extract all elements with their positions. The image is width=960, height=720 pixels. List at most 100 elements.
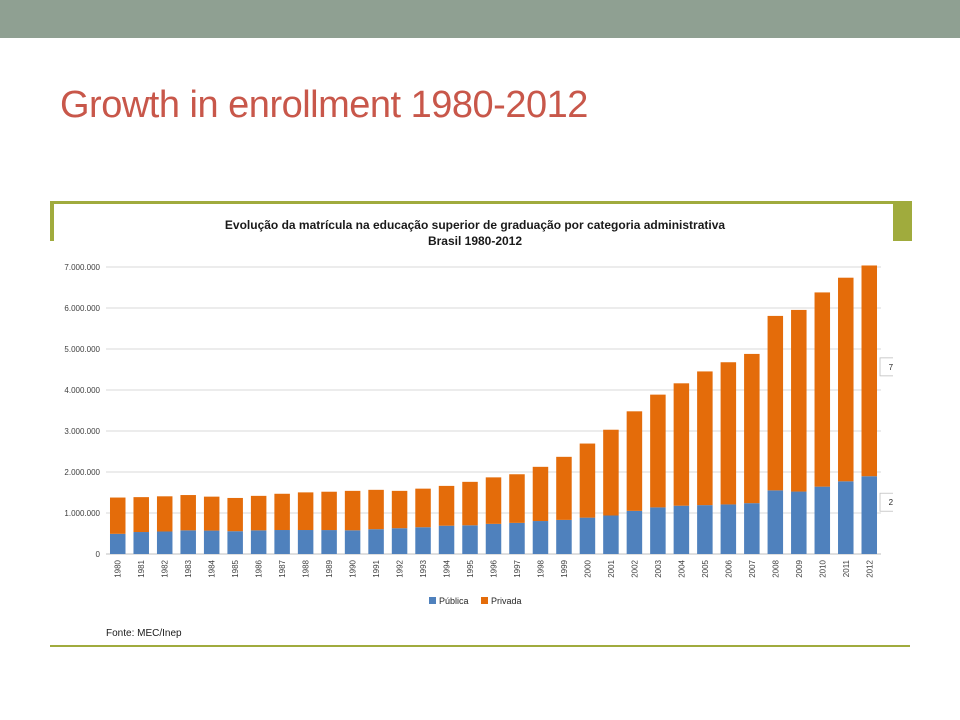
bar-privada-1981 bbox=[133, 497, 149, 533]
y-tick-label: 2.000.000 bbox=[64, 468, 100, 477]
x-tick-label: 2011 bbox=[842, 559, 851, 577]
bar-privada-1980 bbox=[109, 497, 126, 534]
chart-title: Evolução da matrícula na educação superi… bbox=[225, 218, 725, 232]
x-tick-label: 2002 bbox=[630, 559, 639, 577]
bar-publica-2002 bbox=[626, 510, 643, 554]
bar-publica-1986 bbox=[250, 530, 267, 554]
bar-privada-2007 bbox=[744, 353, 760, 504]
legend-swatch-publica bbox=[429, 597, 436, 604]
x-tick-label: 2008 bbox=[771, 559, 780, 577]
bar-privada-2005 bbox=[697, 371, 713, 506]
bar-privada-2000 bbox=[579, 443, 596, 518]
legend: Pública Privada bbox=[429, 596, 522, 606]
x-tick-label: 1992 bbox=[396, 559, 405, 577]
bar-privada-1994 bbox=[438, 485, 455, 526]
bar-publica-2007 bbox=[744, 503, 760, 554]
frame-accent-left bbox=[50, 201, 54, 241]
x-tick-label: 1981 bbox=[137, 559, 146, 577]
bar-privada-1986 bbox=[250, 495, 267, 531]
bar-privada-1984 bbox=[203, 496, 220, 531]
x-tick-label: 1990 bbox=[349, 559, 358, 577]
bar-publica-1981 bbox=[133, 532, 149, 554]
x-tick-label: 1986 bbox=[255, 559, 264, 577]
bar-privada-2010 bbox=[814, 292, 831, 487]
x-tick-label: 1994 bbox=[443, 559, 452, 577]
x-tick-label: 1988 bbox=[302, 559, 311, 577]
bar-publica-1996 bbox=[485, 523, 502, 554]
frame-accent-right bbox=[893, 201, 912, 241]
bar-publica-1988 bbox=[297, 530, 314, 554]
bar-privada-1985 bbox=[227, 497, 243, 532]
slide-title: Growth in enrollment 1980-2012 bbox=[60, 84, 588, 126]
x-tick-label: 1983 bbox=[184, 559, 193, 577]
bar-privada-1988 bbox=[297, 492, 314, 531]
bar-publica-1987 bbox=[274, 530, 290, 554]
bar-privada-1992 bbox=[391, 490, 408, 529]
frame-top-line bbox=[50, 201, 912, 204]
y-tick-label: 0 bbox=[96, 550, 101, 559]
bar-publica-2006 bbox=[720, 504, 737, 554]
bar-privada-2012 bbox=[861, 265, 878, 477]
bar-publica-1992 bbox=[391, 528, 408, 554]
x-tick-label: 2003 bbox=[654, 559, 663, 577]
bar-publica-1994 bbox=[438, 525, 455, 554]
bar-privada-2002 bbox=[626, 411, 643, 511]
bar-publica-2004 bbox=[673, 505, 690, 554]
x-tick-label: 1996 bbox=[490, 559, 499, 577]
bar-publica-2005 bbox=[697, 505, 713, 554]
chart-subtitle: Brasil 1980-2012 bbox=[428, 234, 522, 248]
x-tick-label: 1987 bbox=[278, 559, 287, 577]
annotation-box bbox=[879, 492, 893, 512]
bar-publica-1993 bbox=[415, 527, 431, 554]
y-tick-label: 1.000.000 bbox=[64, 509, 100, 518]
x-tick-label: 2001 bbox=[607, 559, 616, 577]
bar-privada-1982 bbox=[156, 496, 173, 532]
bar-privada-2009 bbox=[791, 309, 807, 492]
enrollment-bar-chart: Evolução da matrícula na educação superi… bbox=[64, 218, 893, 639]
x-tick-label: 1991 bbox=[372, 559, 381, 577]
y-axis-ticks: 0 1.000.000 2.000.000 3.000.000 4.000.000 5.0… bbox=[64, 263, 100, 559]
x-tick-label: 1998 bbox=[536, 559, 545, 577]
bar-privada-1995 bbox=[462, 481, 478, 526]
chart-panel: Evolução da matrícula na educação superi… bbox=[54, 204, 893, 644]
y-tick-label: 3.000.000 bbox=[64, 427, 100, 436]
bar-privada-1993 bbox=[415, 488, 431, 528]
bar-privada-1983 bbox=[180, 495, 196, 531]
bar-publica-1991 bbox=[368, 529, 384, 554]
x-tick-label: 2009 bbox=[795, 559, 804, 577]
annotation-label: 27,0% bbox=[889, 498, 893, 507]
bar-privada-2003 bbox=[650, 394, 666, 508]
x-tick-label: 1989 bbox=[325, 559, 334, 577]
bar-publica-1995 bbox=[462, 525, 478, 554]
bar-privada-2004 bbox=[673, 383, 690, 506]
x-tick-label: 2007 bbox=[748, 559, 757, 577]
legend-swatch-privada bbox=[481, 597, 488, 604]
frame-bottom-line bbox=[50, 645, 910, 647]
bar-publica-1982 bbox=[156, 531, 173, 554]
legend-label: Pública bbox=[439, 596, 469, 606]
x-tick-label: 1985 bbox=[231, 559, 240, 577]
bar-publica-1997 bbox=[509, 522, 525, 554]
bar-publica-2011 bbox=[838, 481, 854, 554]
chart-source: Fonte: MEC/Inep bbox=[106, 628, 182, 639]
bar-publica-2003 bbox=[650, 507, 666, 554]
bar-publica-2010 bbox=[814, 486, 831, 554]
annotation-label: 73,0% bbox=[889, 363, 893, 372]
bar-privada-1987 bbox=[274, 493, 290, 531]
x-tick-label: 2004 bbox=[677, 559, 686, 577]
bars bbox=[109, 265, 878, 554]
bar-privada-1996 bbox=[485, 477, 502, 524]
top-band bbox=[0, 0, 960, 38]
legend-label: Privada bbox=[491, 596, 522, 606]
x-tick-label: 1999 bbox=[560, 559, 569, 577]
bar-publica-2012 bbox=[861, 476, 878, 554]
bar-publica-1989 bbox=[321, 530, 337, 554]
bar-privada-2006 bbox=[720, 362, 737, 505]
x-tick-label: 1980 bbox=[114, 559, 123, 577]
x-tick-label: 1993 bbox=[419, 559, 428, 577]
bar-privada-1999 bbox=[556, 456, 572, 520]
bar-publica-2009 bbox=[791, 491, 807, 554]
bar-privada-2011 bbox=[838, 277, 854, 482]
annotations: 73,0% 27,0% bbox=[879, 357, 893, 512]
bar-privada-2001 bbox=[603, 429, 619, 516]
